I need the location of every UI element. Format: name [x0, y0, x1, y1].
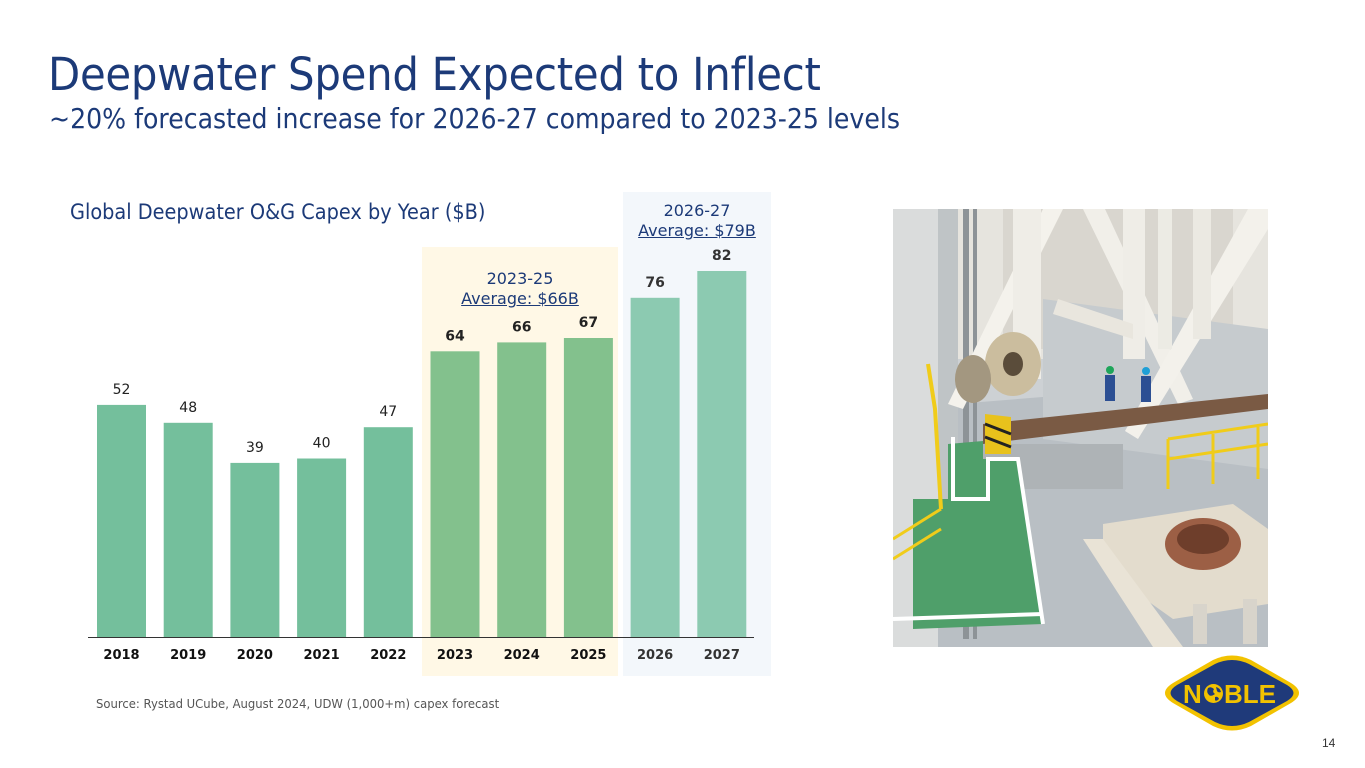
- value-label-2024: 66: [512, 319, 531, 335]
- highlight-2026-27-average: Average: $79B: [623, 221, 771, 241]
- value-label-2021: 40: [313, 436, 331, 452]
- tick-label-2027: 2027: [704, 648, 740, 663]
- bar-2022: [363, 427, 413, 637]
- tick-label-2022: 2022: [370, 648, 406, 663]
- value-label-2026: 76: [645, 275, 664, 291]
- highlight-2023-25-period: 2023-25: [486, 269, 554, 288]
- tick-label-2020: 2020: [237, 648, 273, 663]
- tick-label-2026: 2026: [637, 648, 673, 663]
- value-label-2019: 48: [179, 400, 197, 416]
- value-label-2022: 47: [379, 404, 397, 420]
- bar-2021: [297, 458, 347, 637]
- page-subtitle: ~20% forecasted increase for 2026-27 com…: [49, 102, 900, 135]
- bar-2018: [97, 404, 146, 637]
- logo-letter-n: N: [1183, 679, 1202, 709]
- logo-fill: [1170, 660, 1294, 726]
- bar-2019: [163, 422, 213, 637]
- bar-2027: [697, 271, 747, 637]
- value-label-2027: 82: [712, 248, 731, 264]
- logo-letters-ble: BLE: [1224, 679, 1276, 709]
- tick-label-2025: 2025: [570, 648, 606, 663]
- highlight-2023-25-average: Average: $66B: [422, 289, 618, 309]
- noble-logo: N BLE: [1165, 655, 1299, 731]
- highlight-2026-27-average-text: Average: $79B: [638, 221, 756, 240]
- bar-2023: [430, 351, 480, 637]
- tick-label-2021: 2021: [304, 648, 340, 663]
- value-label-2023: 64: [445, 328, 465, 344]
- highlight-2026-27-period: 2026-27: [663, 201, 731, 220]
- value-label-2020: 39: [246, 440, 264, 456]
- offshore-rig-deck-photo: [893, 209, 1268, 647]
- value-label-2018: 52: [113, 382, 131, 398]
- globe-icon: [1204, 684, 1223, 703]
- bars-group: [97, 271, 747, 637]
- bar-2020: [230, 462, 280, 637]
- chart-title: Global Deepwater O&G Capex by Year ($B): [70, 200, 486, 224]
- tick-label-2018: 2018: [103, 648, 139, 663]
- value-labels-group: 52 48 39 40 47 64 66 67 76 82: [113, 248, 732, 456]
- source-note: Source: Rystad UCube, August 2024, UDW (…: [96, 696, 500, 711]
- value-label-2025: 67: [579, 315, 598, 331]
- bar-2025: [563, 338, 613, 637]
- tick-label-2024: 2024: [504, 648, 540, 663]
- highlight-2023-25-average-text: Average: $66B: [461, 289, 579, 308]
- photo-illustration: [893, 209, 1268, 647]
- tick-labels-group: 2018 2019 2020 2021 2022 2023 2024 2025 2026 2027: [103, 648, 739, 663]
- tick-label-2023: 2023: [437, 648, 473, 663]
- bar-2026: [630, 297, 680, 637]
- page-title: Deepwater Spend Expected to Inflect: [48, 48, 821, 101]
- bar-2024: [497, 342, 547, 637]
- tick-label-2019: 2019: [170, 648, 206, 663]
- page-number: 14: [1322, 736, 1336, 750]
